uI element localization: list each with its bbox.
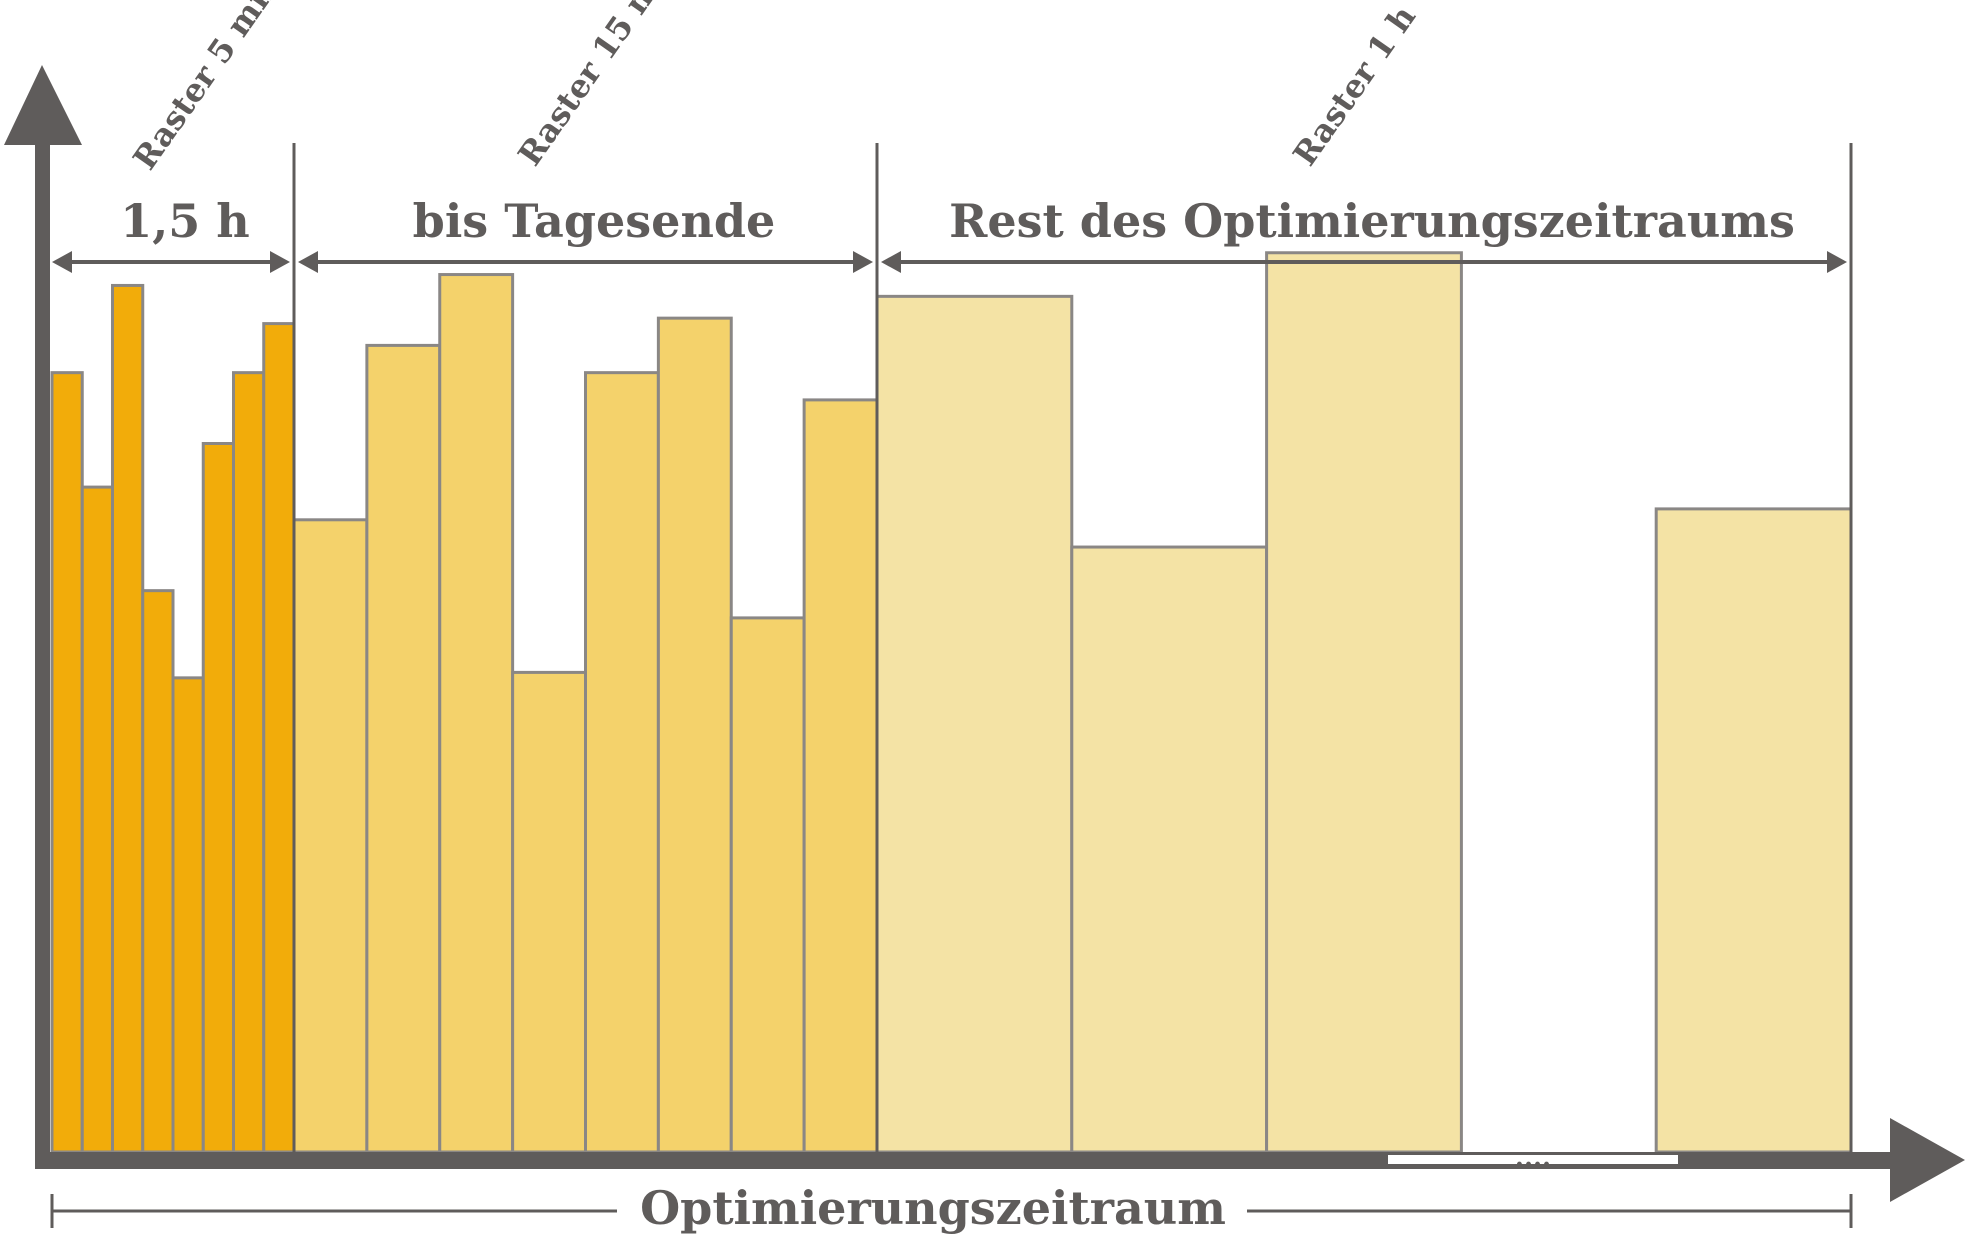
bar-3-5 — [1654, 507, 1853, 1154]
span-label-section-2: bis Tagesende — [413, 194, 776, 248]
bar-1-1 — [50, 371, 84, 1154]
y-axis — [4, 65, 82, 1160]
bar-2-4 — [511, 670, 587, 1154]
bar-1-5 — [171, 676, 205, 1154]
grid-label-section-2: Raster 15 min — [510, 0, 687, 173]
bar-3-2 — [1070, 545, 1269, 1154]
bar-2-7 — [729, 616, 806, 1154]
bar-3-3 — [1265, 251, 1463, 1154]
span-label-section-1: 1,5 h — [120, 194, 250, 248]
bar-1-4 — [141, 589, 175, 1154]
bar-2-3 — [438, 273, 515, 1154]
span-arrow-section-2 — [298, 251, 873, 273]
bar-1-6 — [201, 442, 235, 1154]
period-span-line — [50, 1194, 1853, 1228]
bars-layer — [50, 251, 1853, 1154]
bar-1-2 — [80, 485, 114, 1154]
ellipsis-label: .... — [1515, 1143, 1551, 1173]
bar-1-3 — [111, 283, 145, 1154]
bar-2-8 — [802, 398, 879, 1154]
x-axis-label: Optimierungszeitraum — [640, 1181, 1226, 1235]
bar-1-7 — [232, 371, 266, 1154]
grid-label-section-1: Raster 5 min — [125, 0, 289, 177]
bar-2-6 — [656, 316, 733, 1154]
axis-gap — [1386, 1153, 1680, 1166]
bar-1-8 — [262, 322, 296, 1154]
bar-2-5 — [584, 371, 660, 1154]
grid-label-section-3: Raster 1 h — [1285, 0, 1423, 173]
span-arrow-section-1 — [52, 251, 290, 273]
bar-3-1 — [875, 294, 1074, 1154]
span-arrow-section-3 — [881, 251, 1847, 273]
bar-2-2 — [365, 343, 442, 1154]
bar-2-1 — [292, 518, 369, 1154]
span-label-section-3: Rest des Optimierungszeitraums — [949, 194, 1795, 248]
